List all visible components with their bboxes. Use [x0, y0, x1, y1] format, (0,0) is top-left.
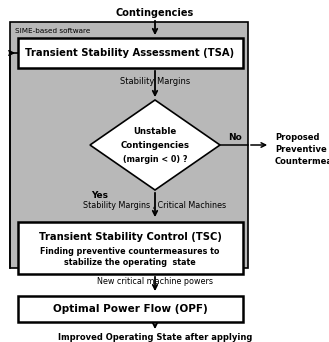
Text: Unstable: Unstable: [133, 127, 177, 135]
Text: Yes: Yes: [91, 190, 109, 199]
Text: Transient Stability Control (TSC): Transient Stability Control (TSC): [38, 232, 221, 242]
Text: No: No: [228, 133, 242, 143]
Text: SIME-based software: SIME-based software: [15, 28, 90, 34]
Text: Preventive: Preventive: [275, 145, 327, 154]
Text: New critical machine powers: New critical machine powers: [97, 277, 213, 287]
Text: Stability Margins , Critical Machines: Stability Margins , Critical Machines: [84, 200, 227, 210]
Text: Stability Margins: Stability Margins: [120, 78, 190, 87]
Polygon shape: [90, 100, 220, 190]
Text: Contingencies: Contingencies: [120, 141, 190, 149]
Text: Improved Operating State after applying
the Preventive Countermeasures: Improved Operating State after applying …: [58, 333, 252, 342]
FancyBboxPatch shape: [10, 22, 248, 268]
Text: Transient Stability Assessment (TSA): Transient Stability Assessment (TSA): [25, 48, 235, 58]
Text: Optimal Power Flow (OPF): Optimal Power Flow (OPF): [53, 304, 207, 314]
Text: Proposed: Proposed: [275, 133, 319, 142]
Text: Finding preventive countermeasures to
stabilize the operating  state: Finding preventive countermeasures to st…: [40, 247, 220, 267]
Text: Countermeasures: Countermeasures: [275, 157, 329, 166]
FancyBboxPatch shape: [18, 38, 243, 68]
FancyBboxPatch shape: [18, 222, 243, 274]
Text: (margin < 0) ?: (margin < 0) ?: [123, 155, 187, 163]
FancyBboxPatch shape: [18, 296, 243, 322]
Text: Contingencies: Contingencies: [116, 8, 194, 18]
